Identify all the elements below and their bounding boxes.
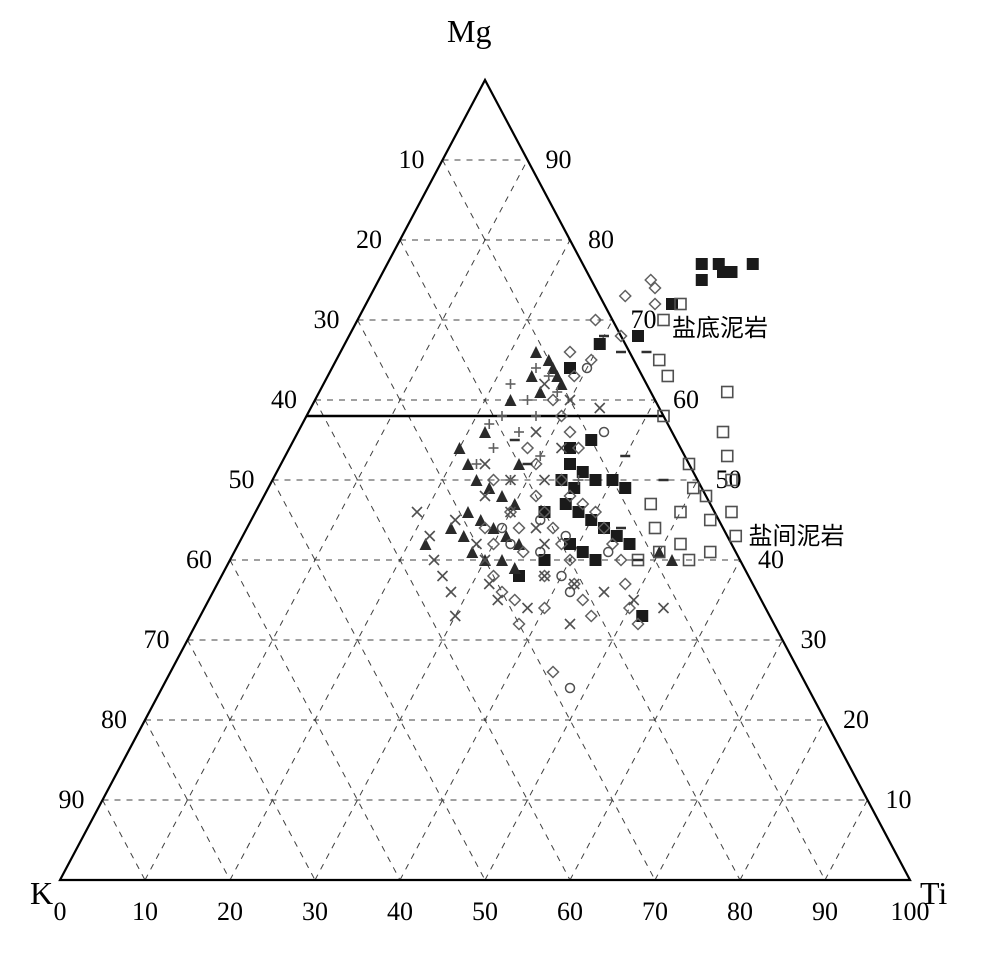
tick-label-left: 20 — [356, 225, 382, 254]
tick-label-right: 70 — [631, 305, 657, 334]
tick-label-left: 80 — [101, 705, 127, 734]
tick-label-bottom: 20 — [217, 897, 243, 926]
tick-label-left: 60 — [186, 545, 212, 574]
region-label: 盐间泥岩 — [749, 523, 845, 550]
tick-label-left: 50 — [229, 465, 255, 494]
tick-label-right: 90 — [546, 145, 572, 174]
tick-label-bottom: 40 — [387, 897, 413, 926]
tick-label-bottom: 10 — [132, 897, 158, 926]
tick-label-bottom: 0 — [54, 897, 67, 926]
tick-label-bottom: 60 — [557, 897, 583, 926]
tick-label-bottom: 30 — [302, 897, 328, 926]
apex-label-mg: Mg — [447, 13, 491, 49]
apex-label-k: K — [30, 875, 53, 911]
tick-label-left: 30 — [314, 305, 340, 334]
tick-label-left: 70 — [144, 625, 170, 654]
tick-label-left: 40 — [271, 385, 297, 414]
tick-label-bottom: 70 — [642, 897, 668, 926]
tick-label-right: 60 — [673, 385, 699, 414]
chart-background — [0, 0, 1000, 968]
region-label: 盐底泥岩 — [672, 315, 768, 342]
tick-label-right: 20 — [843, 705, 869, 734]
ternary-plot: 10 20 30 40 50 60 70 80 90 90 80 70 60 50 40 30 20 10 0 10 2… — [0, 0, 1000, 968]
tick-label-right: 30 — [801, 625, 827, 654]
tick-label-left: 10 — [399, 145, 425, 174]
tick-label-left: 90 — [59, 785, 85, 814]
tick-label-bottom: 90 — [812, 897, 838, 926]
tick-label-bottom: 50 — [472, 897, 498, 926]
tick-label-right: 80 — [588, 225, 614, 254]
tick-label-bottom: 80 — [727, 897, 753, 926]
apex-label-ti: Ti — [920, 875, 947, 911]
tick-label-right: 10 — [886, 785, 912, 814]
